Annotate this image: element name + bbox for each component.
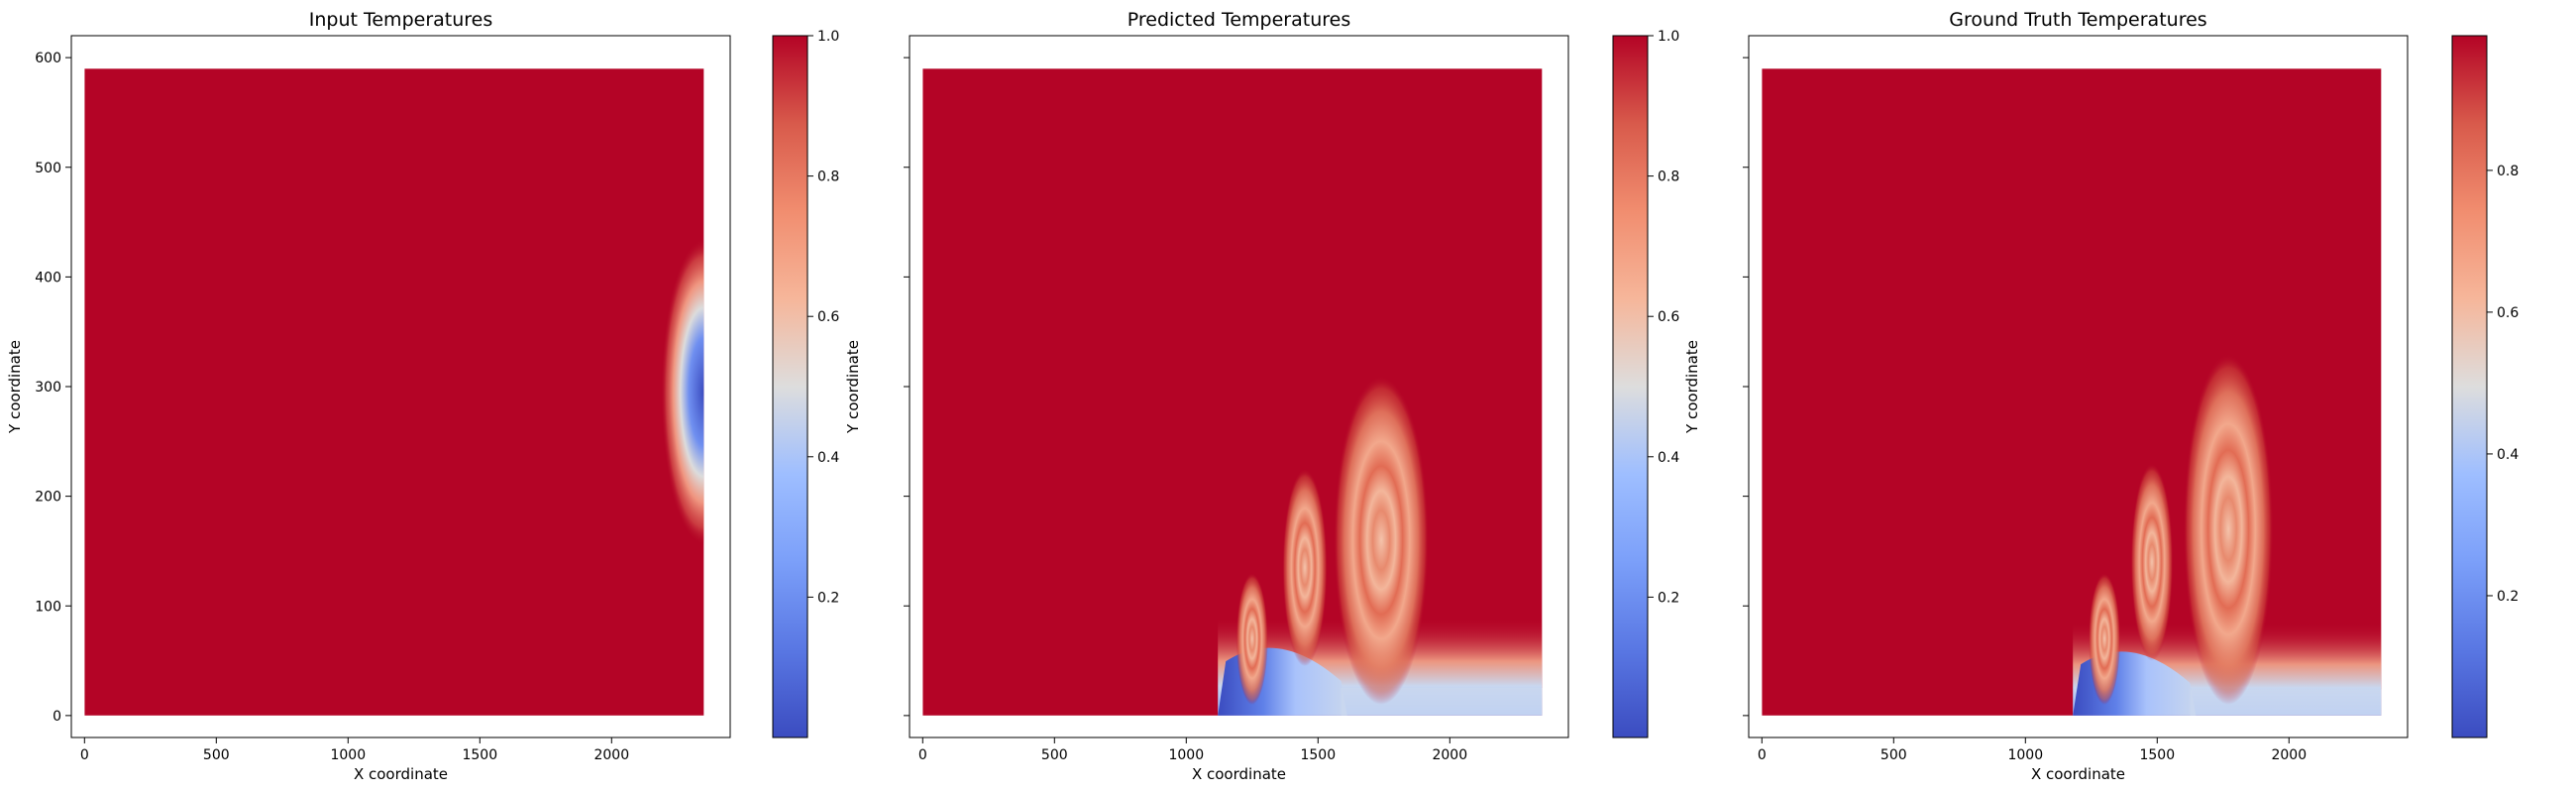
panel-title: Ground Truth Temperatures [1949, 9, 2206, 31]
colorbar-tick-label: 0.2 [2497, 589, 2519, 605]
x-tick-label: 1500 [2139, 747, 2175, 763]
colorbar-tick-label: 0.4 [1658, 450, 1679, 466]
x-tick-label: 2000 [2271, 747, 2307, 763]
x-tick-label: 500 [203, 747, 230, 763]
colorbar-tick-label: 0.2 [817, 590, 839, 606]
heatmap-field [84, 68, 704, 716]
x-tick-label: 0 [918, 747, 927, 763]
vortex-3 [1334, 375, 1430, 705]
x-axis-label: X coordinate [1192, 765, 1286, 783]
x-tick-label: 2000 [1432, 747, 1467, 763]
x-tick-label: 1500 [462, 747, 497, 763]
vortex-1 [1235, 573, 1268, 705]
x-axis-label: X coordinate [2031, 765, 2125, 783]
y-axis-label: Y coordinate [6, 340, 24, 434]
heatmap-field [1762, 68, 2382, 716]
y-tick-label: 0 [53, 709, 61, 725]
x-tick-label: 1000 [330, 747, 366, 763]
panel-title: Predicted Temperatures [1127, 9, 1351, 31]
colorbar-tick-label: 0.8 [1658, 170, 1679, 185]
x-tick-label: 1000 [1168, 747, 1204, 763]
colorbar-tick-label: 0.8 [817, 170, 839, 185]
colorbar [1612, 35, 1649, 738]
colorbar-tick-label: 0.6 [1658, 309, 1679, 325]
colorbar [772, 35, 808, 738]
colorbar-tick-label: 0.4 [817, 450, 839, 466]
panel-title: Input Temperatures [309, 9, 493, 31]
colorbar-tick-label: 0.6 [2497, 305, 2519, 321]
y-tick-label: 500 [35, 161, 61, 176]
vortex-1 [2089, 573, 2121, 705]
y-tick-label: 100 [35, 599, 61, 615]
colorbar [2451, 35, 2488, 738]
hot-background [922, 68, 1543, 716]
x-tick-label: 2000 [593, 747, 629, 763]
x-tick-label: 500 [1880, 747, 1907, 763]
y-axis-label: Y coordinate [1683, 340, 1701, 434]
panel-1: Input Temperatures 0 500 1000 1500 2000 0 100 20… [6, 9, 839, 783]
panel-2: Predicted Temperatures 0 500 1000 1500 2000 X … [844, 9, 1679, 783]
x-tick-label: 0 [80, 747, 89, 763]
y-tick-label: 300 [35, 380, 61, 396]
vortex-2 [1282, 468, 1328, 667]
vortex-3 [2183, 353, 2274, 705]
vortex-2 [2130, 463, 2174, 661]
colorbar-tick-label: 0.6 [817, 309, 839, 325]
colorbar-tick-label: 0.2 [1658, 590, 1679, 606]
colorbar-tick-label: 0.4 [2497, 447, 2519, 463]
colorbar-tick-label: 0.8 [2497, 164, 2519, 179]
x-tick-label: 1500 [1300, 747, 1336, 763]
cold-blob-0 [661, 238, 704, 546]
colorbar-tick-label: 1.0 [817, 29, 839, 45]
x-tick-label: 1000 [2007, 747, 2043, 763]
x-axis-label: X coordinate [354, 765, 448, 783]
x-tick-label: 500 [1041, 747, 1068, 763]
y-tick-label: 600 [35, 51, 61, 66]
y-tick-label: 400 [35, 270, 61, 285]
heatmap-field [922, 68, 1543, 716]
panel-3: Ground Truth Temperatures 0 500 1000 1500 200… [1683, 9, 2519, 783]
hot-background [1762, 68, 2382, 716]
y-tick-label: 200 [35, 490, 61, 506]
y-axis-label: Y coordinate [844, 340, 862, 434]
hot-background [84, 68, 704, 716]
colorbar-tick-label: 1.0 [1658, 29, 1679, 45]
x-tick-label: 0 [1758, 747, 1767, 763]
